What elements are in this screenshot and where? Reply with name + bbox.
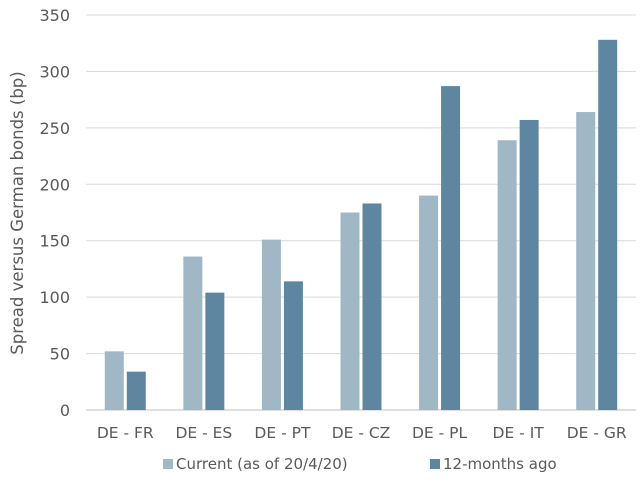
bar-12-months-ago-0 — [126, 371, 146, 410]
bar-current-6 — [576, 112, 596, 411]
x-axis-categories: DE - FR DE - ES DE - PT DE - CZ DE - PL DE - … — [97, 424, 627, 442]
y-axis-title: Spread versus German bonds (bp) — [8, 71, 27, 354]
bar-current-1 — [183, 256, 203, 410]
y-tick-label: 150 — [39, 232, 70, 251]
legend: Current (as of 20/4/20) 12-months ago — [163, 455, 557, 473]
legend-label: 12-months ago — [443, 455, 557, 473]
y-tick-label: 0 — [60, 401, 70, 420]
x-category-label: DE - PT — [254, 424, 311, 442]
gridlines — [86, 14, 636, 411]
y-axis-ticks: 0 50 100 150 200 250 300 350 — [39, 6, 70, 420]
y-tick-label: 250 — [39, 119, 70, 138]
legend-swatch — [163, 459, 173, 469]
y-tick-label: 300 — [39, 62, 70, 81]
bars — [104, 39, 618, 411]
bar-12-months-ago-1 — [205, 292, 225, 410]
x-category-label: DE - CZ — [332, 424, 391, 442]
bar-current-0 — [104, 351, 124, 410]
legend-swatch — [430, 459, 440, 469]
bar-12-months-ago-5 — [519, 119, 539, 410]
bar-12-months-ago-3 — [362, 203, 382, 410]
bar-current-3 — [340, 212, 360, 410]
bar-12-months-ago-6 — [598, 39, 618, 410]
x-category-label: DE - IT — [493, 424, 545, 442]
x-category-label: DE - FR — [97, 424, 154, 442]
bar-current-2 — [261, 239, 281, 410]
x-category-label: DE - PL — [412, 424, 468, 442]
bar-12-months-ago-2 — [283, 281, 303, 410]
bar-current-5 — [497, 140, 517, 410]
x-category-label: DE - ES — [175, 424, 232, 442]
bar-current-4 — [419, 195, 439, 410]
bar-12-months-ago-4 — [441, 86, 461, 410]
y-tick-label: 350 — [39, 6, 70, 25]
x-category-label: DE - GR — [567, 424, 627, 442]
legend-label: Current (as of 20/4/20) — [176, 455, 348, 473]
y-tick-label: 50 — [50, 345, 70, 364]
y-tick-label: 100 — [39, 288, 70, 307]
y-tick-label: 200 — [39, 175, 70, 194]
